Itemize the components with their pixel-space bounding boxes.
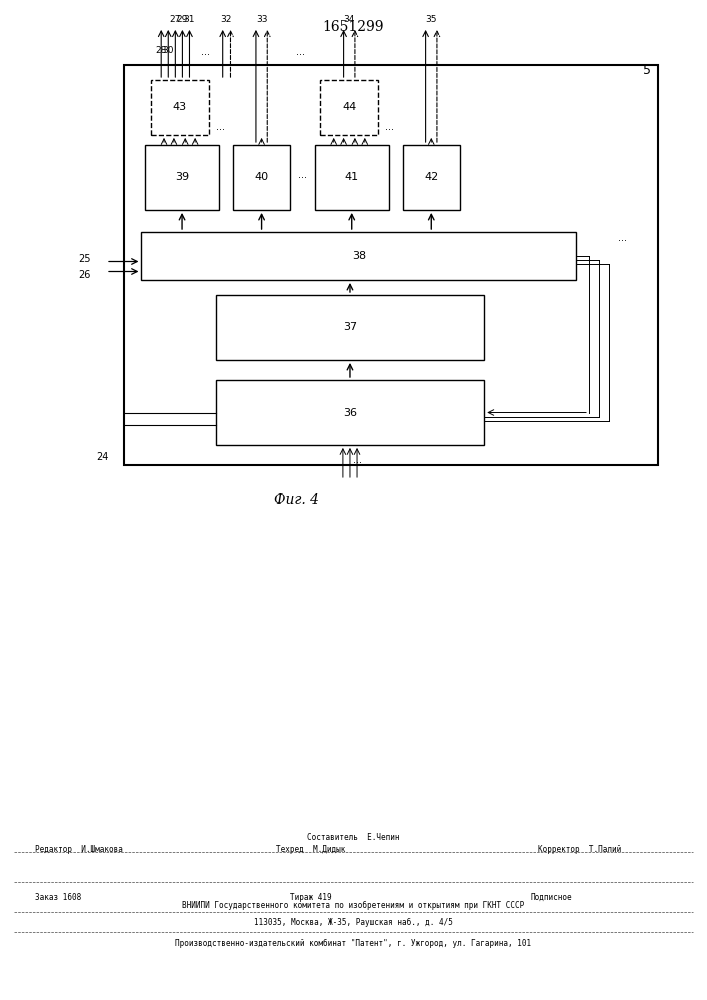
Bar (315, 145, 389, 210)
Bar (216, 380, 484, 445)
Text: Фиг. 4: Фиг. 4 (274, 493, 320, 507)
Text: 26: 26 (78, 269, 91, 279)
Text: 43: 43 (173, 103, 187, 112)
Text: Подписное: Подписное (531, 892, 572, 902)
Text: 27: 27 (170, 15, 181, 24)
Text: 37: 37 (343, 322, 357, 332)
Bar (233, 145, 290, 210)
Text: 34: 34 (344, 15, 355, 24)
Text: Редактор  И.Шмакова: Редактор И.Шмакова (35, 846, 123, 854)
Text: ...: ... (201, 47, 209, 57)
Text: 24: 24 (96, 452, 109, 462)
Text: 29: 29 (177, 15, 188, 24)
Text: 31: 31 (184, 15, 195, 24)
Text: 42: 42 (424, 172, 438, 182)
Text: ...: ... (353, 455, 361, 465)
Text: 5: 5 (643, 64, 651, 77)
Text: 41: 41 (345, 172, 358, 182)
Text: 25: 25 (78, 253, 91, 263)
Text: 32: 32 (221, 15, 232, 24)
Bar (145, 145, 219, 210)
Text: Тираж 419: Тираж 419 (291, 892, 332, 902)
Text: 30: 30 (163, 46, 174, 55)
Text: 1651299: 1651299 (323, 20, 384, 34)
Bar (320, 80, 378, 135)
Text: 38: 38 (352, 251, 366, 261)
Text: Производственно-издательский комбинат "Патент", г. Ужгород, ул. Гагарина, 101: Производственно-издательский комбинат "П… (175, 938, 532, 948)
Text: Техред  М.Дидык: Техред М.Дидык (276, 846, 346, 854)
Text: ...: ... (298, 169, 307, 180)
Text: 40: 40 (255, 172, 269, 182)
Text: 39: 39 (175, 172, 189, 182)
Bar (216, 295, 484, 360)
Bar (151, 80, 209, 135)
Text: Корректор  Т.Палий: Корректор Т.Палий (538, 846, 621, 854)
Text: ...: ... (385, 122, 395, 132)
Text: 113035, Москва, Ж-35, Раушская наб., д. 4/5: 113035, Москва, Ж-35, Раушская наб., д. … (254, 917, 453, 927)
Text: Составитель  Е.Чепин: Составитель Е.Чепин (308, 834, 399, 842)
Text: ...: ... (216, 122, 225, 132)
Text: ВНИИПИ Государственного комитета по изобретениям и открытиям при ГКНТ СССР: ВНИИПИ Государственного комитета по изоб… (182, 900, 525, 910)
Text: 33: 33 (256, 15, 267, 24)
Text: 35: 35 (426, 15, 437, 24)
Text: ...: ... (296, 47, 305, 57)
Text: ...: ... (618, 233, 626, 243)
Bar (141, 232, 576, 280)
Text: 36: 36 (343, 408, 357, 418)
Bar (124, 65, 658, 465)
Text: Заказ 1608: Заказ 1608 (35, 892, 81, 902)
Text: 28: 28 (156, 46, 167, 55)
Bar (403, 145, 460, 210)
Text: 44: 44 (342, 103, 356, 112)
